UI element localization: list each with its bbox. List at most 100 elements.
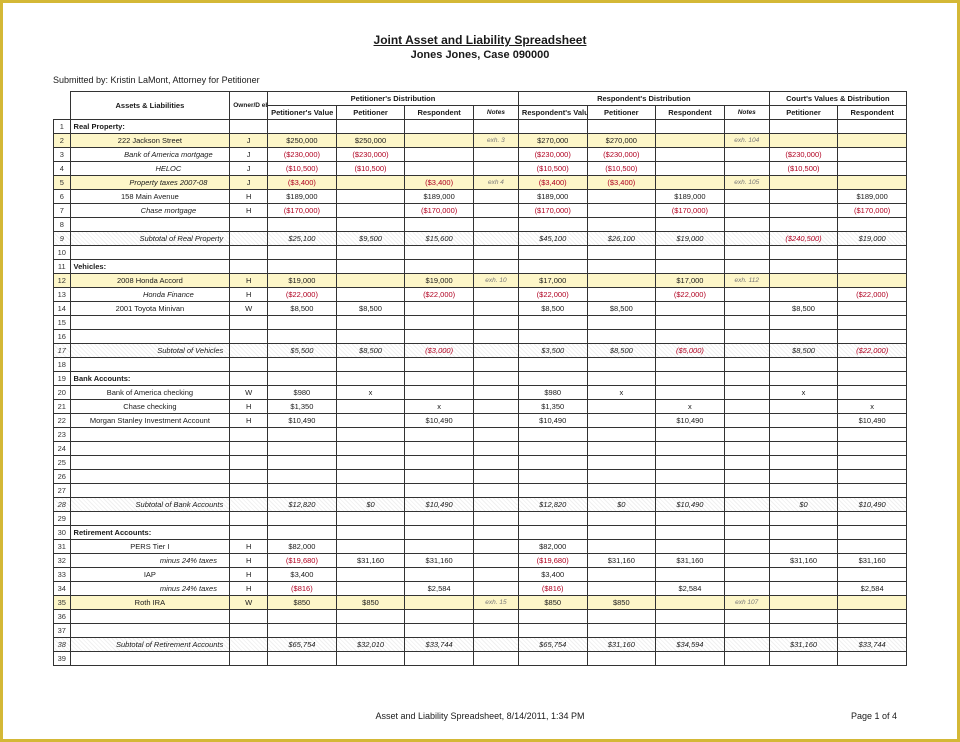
cell: $31,160: [587, 638, 656, 652]
cell: [838, 442, 907, 456]
cell: [587, 428, 656, 442]
row-label: IAP: [70, 568, 230, 582]
cell: [268, 372, 337, 386]
cell: $0: [587, 498, 656, 512]
cell: $10,490: [405, 498, 474, 512]
cell: [518, 120, 587, 134]
row-number: 1: [54, 120, 71, 134]
cell: $12,820: [268, 498, 337, 512]
row-label: [70, 456, 230, 470]
row-label: [70, 610, 230, 624]
notes-cell: exh. 10: [473, 274, 518, 288]
cell: [405, 526, 474, 540]
table-row: 21Chase checkingH$1,350x$1,350xx: [54, 400, 907, 414]
cell: $31,160: [838, 554, 907, 568]
cell: [587, 246, 656, 260]
table-row: 2222 Jackson StreetJ$250,000$250,000exh.…: [54, 134, 907, 148]
cell: $9,500: [336, 232, 405, 246]
table-row: 37: [54, 624, 907, 638]
cell: $17,000: [518, 274, 587, 288]
notes-cell: [724, 288, 769, 302]
cell: $189,000: [656, 190, 725, 204]
cell: [656, 246, 725, 260]
notes-cell: [473, 260, 518, 274]
row-number: 3: [54, 148, 71, 162]
cell: [230, 372, 268, 386]
cell: ($3,400): [518, 176, 587, 190]
cell: [405, 162, 474, 176]
cell: $1,350: [518, 400, 587, 414]
cell: [587, 120, 656, 134]
cell: [838, 162, 907, 176]
row-number: 24: [54, 442, 71, 456]
cell: $850: [336, 596, 405, 610]
col-petitioner-3: Petitioner: [769, 106, 838, 120]
table-row: 35Roth IRAW$850$850exh. 15$850$850exh 10…: [54, 596, 907, 610]
row-number: 22: [54, 414, 71, 428]
cell: [405, 624, 474, 638]
table-row: 22Morgan Stanley Investment AccountH$10,…: [54, 414, 907, 428]
notes-cell: exh 107: [724, 596, 769, 610]
cell: ($230,000): [336, 148, 405, 162]
row-label: [70, 330, 230, 344]
cell: $2,584: [656, 582, 725, 596]
table-row: 27: [54, 484, 907, 498]
cell: [587, 316, 656, 330]
cell: [405, 470, 474, 484]
row-number: 4: [54, 162, 71, 176]
cell: $10,490: [656, 414, 725, 428]
table-row: 5Property taxes 2007-08J($3,400)($3,400)…: [54, 176, 907, 190]
cell: ($816): [268, 582, 337, 596]
notes-cell: [473, 652, 518, 666]
notes-cell: [473, 204, 518, 218]
cell: [838, 484, 907, 498]
cell: [268, 624, 337, 638]
col-petitioner-1: Petitioner: [336, 106, 405, 120]
cell: [405, 596, 474, 610]
cell: ($22,000): [838, 288, 907, 302]
cell: [656, 484, 725, 498]
cell: $65,754: [518, 638, 587, 652]
row-number: 5: [54, 176, 71, 190]
cell: J: [230, 134, 268, 148]
row-label: PERS Tier I: [70, 540, 230, 554]
cell: [405, 120, 474, 134]
cell: [230, 526, 268, 540]
cell: [656, 470, 725, 484]
cell: $19,000: [405, 274, 474, 288]
cell: [587, 512, 656, 526]
row-number: 34: [54, 582, 71, 596]
cell: ($170,000): [268, 204, 337, 218]
cell: [518, 624, 587, 638]
cell: [336, 652, 405, 666]
cell: $8,500: [587, 302, 656, 316]
cell: ($22,000): [518, 288, 587, 302]
notes-cell: [724, 498, 769, 512]
row-label: 158 Main Avenue: [70, 190, 230, 204]
cell: [769, 582, 838, 596]
table-row: 30Retirement Accounts:: [54, 526, 907, 540]
cell: [656, 428, 725, 442]
cell: [405, 218, 474, 232]
cell: [769, 260, 838, 274]
cell: J: [230, 148, 268, 162]
cell: [838, 358, 907, 372]
row-label: HELOC: [70, 162, 230, 176]
cell: $189,000: [405, 190, 474, 204]
table-row: 24: [54, 442, 907, 456]
cell: [268, 610, 337, 624]
notes-cell: [724, 456, 769, 470]
cell: [838, 596, 907, 610]
cell: [769, 176, 838, 190]
table-row: 16: [54, 330, 907, 344]
cell: ($170,000): [518, 204, 587, 218]
cell: ($170,000): [656, 204, 725, 218]
row-number: 32: [54, 554, 71, 568]
table-row: 17Subtotal of Vehicles$5,500$8,500($3,00…: [54, 344, 907, 358]
cell: [656, 330, 725, 344]
cell: [518, 442, 587, 456]
row-number: 23: [54, 428, 71, 442]
cell: [405, 428, 474, 442]
notes-cell: [473, 162, 518, 176]
table-row: 31PERS Tier IH$82,000$82,000: [54, 540, 907, 554]
